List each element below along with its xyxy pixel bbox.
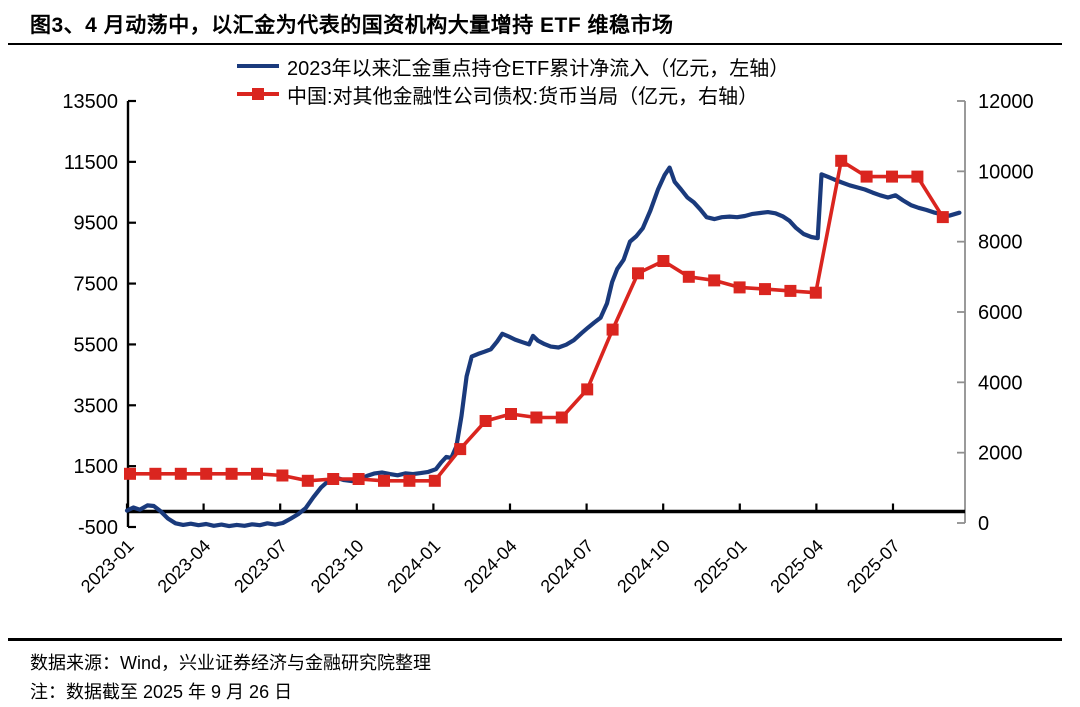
right-axis-tick-label: 10000	[978, 161, 1034, 183]
data-point-marker	[886, 170, 898, 183]
x-axis: 2023-01 2023-04 2023-07 2023-10 2024-01 2024-…	[77, 503, 965, 597]
data-point-marker	[149, 467, 162, 480]
x-axis-tick-label: 2023-10	[307, 536, 368, 597]
data-point-marker	[581, 383, 594, 396]
data-point-marker	[682, 270, 695, 283]
data-point-marker	[225, 467, 238, 480]
data-cutoff-note: 注：数据截至 2025 年 9 月 26 日	[30, 682, 293, 702]
legend-label: 2023年以来汇金重点持仓ETF累计净流入（亿元，左轴）	[287, 57, 790, 80]
right-axis-tick-label: 12000	[978, 91, 1034, 113]
data-point-marker	[378, 474, 390, 487]
data-point-marker	[479, 415, 492, 427]
left-axis-tick-label: 13500	[62, 91, 118, 113]
data-point-marker	[759, 283, 771, 296]
x-axis-tick-label: 2024-10	[613, 536, 674, 597]
data-source-note: 数据来源：Wind，兴业证券经济与金融研究院整理	[30, 653, 432, 673]
data-point-marker	[657, 255, 670, 267]
x-axis-tick-label: 2023-07	[230, 536, 291, 597]
data-point-marker	[708, 274, 721, 287]
data-point-marker	[936, 211, 949, 224]
data-point-marker	[276, 469, 289, 482]
data-point-marker	[784, 284, 797, 297]
left-axis-tick-label: 1500	[74, 456, 119, 478]
figure-title: 图3、4 月动荡中，以汇金为代表的国资机构大量增持 ETF 维稳市场	[30, 14, 674, 37]
data-point-marker	[174, 467, 187, 480]
data-point-marker	[632, 267, 644, 280]
x-axis-tick-label: 2025-07	[843, 536, 904, 597]
data-point-marker	[327, 473, 340, 485]
data-point-marker	[911, 170, 924, 183]
x-axis-tick-label: 2023-04	[154, 536, 215, 597]
x-axis-tick-label: 2024-04	[460, 536, 521, 597]
data-point-marker	[555, 411, 568, 424]
footer-divider	[8, 638, 1062, 641]
data-point-marker	[835, 154, 848, 167]
x-axis-tick-label: 2024-07	[537, 536, 598, 597]
data-point-marker	[251, 467, 263, 480]
blue-line-swatch	[237, 60, 279, 72]
data-point-marker	[124, 467, 136, 480]
data-point-marker	[301, 474, 314, 487]
left-axis-tick-label: 5500	[74, 334, 119, 356]
right-axis-tick-label: 8000	[978, 232, 1023, 254]
legend-item-etf-inflow: 2023年以来汇金重点持仓ETF累计净流入（亿元，左轴）	[237, 52, 789, 80]
x-axis-tick-label: 2025-01	[690, 536, 751, 597]
legend-item-pboc-claims: 中国:对其他金融性公司债权:货币当局（亿元，右轴）	[237, 80, 789, 108]
red-line-square-swatch	[237, 88, 279, 100]
data-point-marker	[428, 474, 441, 487]
data-point-marker	[352, 473, 365, 485]
left-axis-tick-label: 7500	[74, 274, 119, 296]
right-axis-tick-label: 0	[978, 513, 989, 535]
left-axis-tick-label: 11500	[64, 152, 118, 174]
legend-label: 中国:对其他金融性公司债权:货币当局（亿元，右轴）	[287, 85, 759, 108]
left-axis: 13500 11500 9500 7500 5500 3500 1500 -500	[62, 91, 136, 539]
left-axis-tick-label: 9500	[74, 213, 119, 235]
data-point-marker	[809, 286, 822, 299]
data-point-marker	[733, 281, 746, 294]
left-axis-tick-label: -500	[78, 517, 118, 539]
title-divider	[8, 43, 1062, 45]
right-axis-tick-label: 4000	[978, 372, 1023, 394]
data-point-marker	[606, 323, 619, 336]
series-pboc-claims	[124, 154, 949, 487]
chart-legend: 2023年以来汇金重点持仓ETF累计净流入（亿元，左轴） 中国:对其他金融性公司…	[237, 52, 789, 108]
data-point-marker	[505, 408, 517, 420]
x-axis-tick-label: 2025-04	[766, 536, 827, 597]
data-point-marker	[454, 443, 467, 456]
x-axis-tick-label: 2024-01	[383, 536, 444, 597]
left-axis-tick-label: 3500	[74, 395, 119, 417]
series-etf-cumulative-inflow	[124, 165, 962, 529]
x-axis-tick-label: 2023-01	[77, 536, 138, 597]
data-point-marker	[403, 474, 416, 487]
data-point-marker	[530, 411, 543, 424]
right-axis-tick-label: 2000	[978, 443, 1023, 465]
data-point-marker	[860, 170, 873, 183]
right-axis-tick-label: 6000	[978, 302, 1023, 324]
right-axis: 12000 10000 8000 6000 4000 2000 0	[957, 91, 1034, 535]
data-point-marker	[200, 467, 213, 480]
